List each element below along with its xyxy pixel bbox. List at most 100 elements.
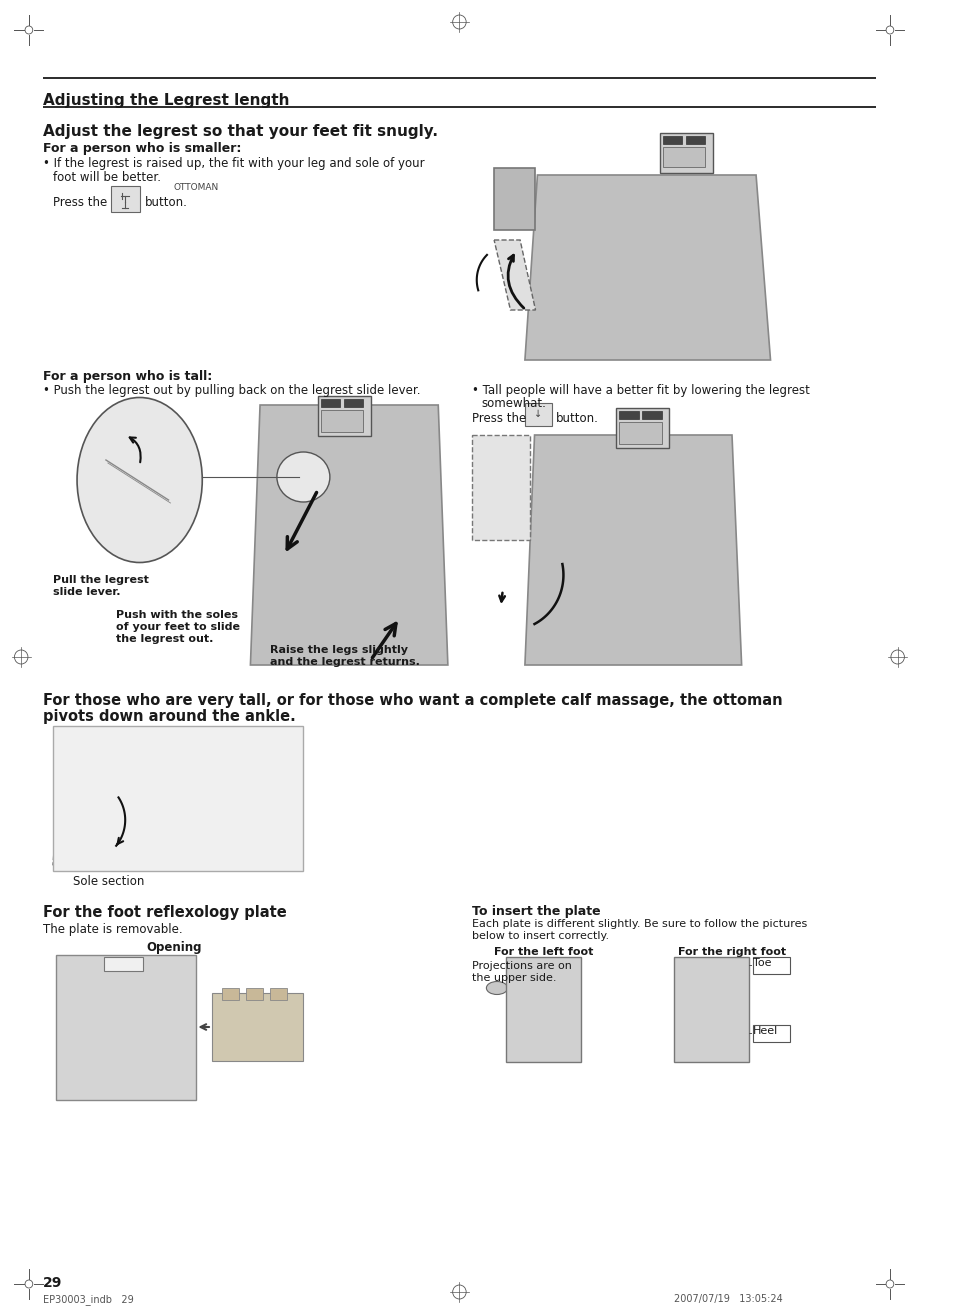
Circle shape <box>143 967 155 979</box>
Bar <box>618 422 661 444</box>
Circle shape <box>110 1056 121 1070</box>
Text: For those who are very tall, or for those who want a complete calf massage, the : For those who are very tall, or for thos… <box>43 692 782 708</box>
Text: 2007/07/19   13:05:24: 2007/07/19 13:05:24 <box>674 1294 782 1303</box>
Bar <box>505 957 580 1062</box>
Circle shape <box>538 1005 546 1013</box>
Text: For a person who is tall:: For a person who is tall: <box>43 371 213 382</box>
Text: of your feet to slide: of your feet to slide <box>115 622 239 632</box>
Circle shape <box>538 1024 546 1031</box>
Circle shape <box>143 1028 155 1039</box>
Circle shape <box>143 1056 155 1070</box>
Bar <box>616 409 669 448</box>
Text: Pull the legrest: Pull the legrest <box>53 576 149 585</box>
Circle shape <box>538 1041 546 1049</box>
Text: below to insert correctly.: below to insert correctly. <box>472 932 608 941</box>
Text: Opening: Opening <box>146 941 202 954</box>
Circle shape <box>728 987 736 995</box>
Text: For a person who is smaller:: For a person who is smaller: <box>43 142 241 155</box>
Polygon shape <box>494 240 535 310</box>
Text: Push with the soles: Push with the soles <box>115 610 237 620</box>
Circle shape <box>517 1024 525 1031</box>
Bar <box>674 957 748 1062</box>
Text: Press the: Press the <box>472 413 526 424</box>
Text: EP30003_indb   29: EP30003_indb 29 <box>43 1294 134 1305</box>
Circle shape <box>560 1005 568 1013</box>
Text: Press the: Press the <box>53 196 107 209</box>
Circle shape <box>110 1028 121 1039</box>
Text: ↓: ↓ <box>534 409 542 419</box>
Circle shape <box>76 1028 88 1039</box>
Text: OTTOMAN: OTTOMAN <box>173 183 218 192</box>
Text: Heel: Heel <box>753 1026 778 1035</box>
Text: pivots down around the ankle.: pivots down around the ankle. <box>43 710 295 724</box>
Bar <box>320 410 363 432</box>
Ellipse shape <box>276 452 330 502</box>
Circle shape <box>707 968 715 978</box>
Bar <box>111 187 139 212</box>
Bar <box>659 133 712 173</box>
Circle shape <box>686 968 694 978</box>
Text: For the right foot: For the right foot <box>678 947 785 957</box>
Text: 29: 29 <box>43 1276 63 1290</box>
Bar <box>662 137 681 145</box>
Polygon shape <box>115 740 289 859</box>
Circle shape <box>538 968 546 978</box>
Text: somewhat.: somewhat. <box>481 397 546 410</box>
Circle shape <box>517 1005 525 1013</box>
Text: the legrest out.: the legrest out. <box>115 633 213 644</box>
Circle shape <box>707 987 715 995</box>
Bar <box>753 1025 789 1042</box>
Polygon shape <box>472 435 529 540</box>
Bar <box>685 137 704 145</box>
Bar <box>53 727 303 871</box>
Polygon shape <box>524 175 770 360</box>
Circle shape <box>560 1041 568 1049</box>
Circle shape <box>686 1024 694 1031</box>
Bar <box>245 988 263 1000</box>
Text: To insert the plate: To insert the plate <box>472 905 600 918</box>
Circle shape <box>517 1041 525 1049</box>
Circle shape <box>686 987 694 995</box>
Text: • If the legrest is raised up, the fit with your leg and sole of your: • If the legrest is raised up, the fit w… <box>43 156 424 170</box>
Circle shape <box>728 968 736 978</box>
Text: Adjust the legrest so that your feet fit snugly.: Adjust the legrest so that your feet fit… <box>43 124 437 139</box>
Text: the upper side.: the upper side. <box>472 972 556 983</box>
Circle shape <box>143 997 155 1009</box>
Circle shape <box>76 1056 88 1070</box>
Circle shape <box>110 967 121 979</box>
Bar <box>753 957 789 974</box>
Text: slide lever.: slide lever. <box>53 587 120 597</box>
Polygon shape <box>524 435 740 665</box>
Ellipse shape <box>77 398 202 562</box>
Circle shape <box>686 1041 694 1049</box>
Circle shape <box>538 987 546 995</box>
Polygon shape <box>494 168 534 230</box>
Bar <box>641 411 661 419</box>
Bar <box>104 957 142 971</box>
Circle shape <box>76 997 88 1009</box>
Circle shape <box>560 987 568 995</box>
Bar <box>320 399 339 407</box>
Text: For the foot reflexology plate: For the foot reflexology plate <box>43 905 287 920</box>
Circle shape <box>728 1041 736 1049</box>
Text: • Tall people will have a better fit by lowering the legrest: • Tall people will have a better fit by … <box>472 384 809 397</box>
Text: • Push the legrest out by pulling back on the legrest slide lever.: • Push the legrest out by pulling back o… <box>43 384 420 397</box>
Bar <box>662 147 704 167</box>
Polygon shape <box>68 735 125 859</box>
Bar <box>56 955 195 1100</box>
Bar <box>221 988 238 1000</box>
Circle shape <box>707 1005 715 1013</box>
Text: Projections are on: Projections are on <box>472 961 571 971</box>
Text: button.: button. <box>556 413 598 424</box>
Text: button.: button. <box>144 196 187 209</box>
Ellipse shape <box>536 982 558 995</box>
Text: Adjusting the Legrest length: Adjusting the Legrest length <box>43 93 290 108</box>
Circle shape <box>110 997 121 1009</box>
Circle shape <box>517 968 525 978</box>
Text: Toe: Toe <box>753 958 771 968</box>
Circle shape <box>686 1005 694 1013</box>
Polygon shape <box>250 405 447 665</box>
Bar <box>524 403 551 426</box>
Circle shape <box>560 1024 568 1031</box>
Text: and the legrest returns.: and the legrest returns. <box>270 657 419 668</box>
